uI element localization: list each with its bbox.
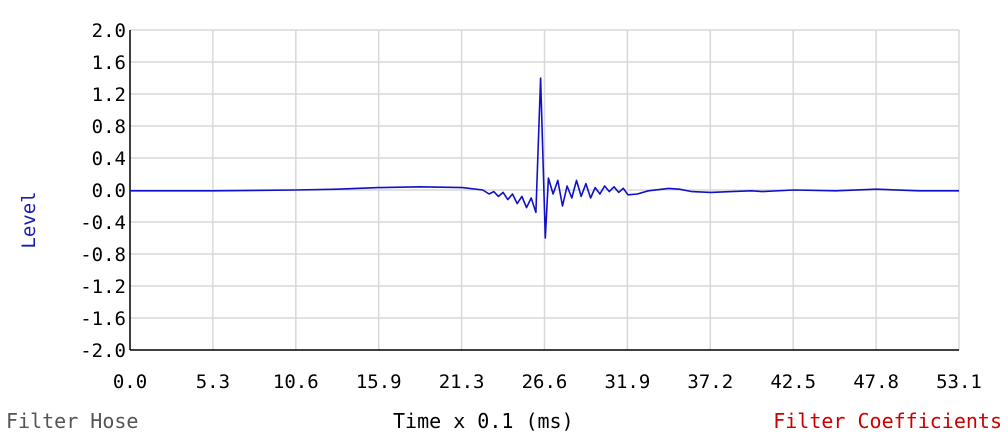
y-tick-labels: 2.0 1.6 1.2 0.8 0.4 0.0 -0.4 -0.8 -1.2 -1.6 -2.0 [80,20,126,362]
x-tick-label: 5.3 [196,371,230,393]
x-axis-label: Time x 0.1 (ms) [393,409,574,433]
x-tick-label: 10.6 [273,371,319,393]
right-caption: Filter Coefficients [773,409,1002,433]
y-tick-label: -2.0 [80,340,126,362]
x-tick-label: 15.9 [356,371,402,393]
series [130,77,959,239]
y-tick-label: 1.2 [92,84,126,106]
y-tick-label: 0.8 [92,116,126,138]
y-tick-label: 1.6 [92,52,126,74]
y-tick-label: -1.6 [80,308,126,330]
y-tick-label: 2.0 [92,20,126,42]
y-tick-label: 0.4 [92,148,126,170]
y-tick-label: -1.2 [80,276,126,298]
y-tick-label: -0.8 [80,244,126,266]
x-tick-label: 0.0 [113,371,147,393]
left-caption: Filter Hose [6,409,139,433]
series-line [130,77,959,239]
x-tick-label: 37.2 [687,371,733,393]
x-tick-label: 26.6 [522,371,568,393]
x-tick-label: 21.3 [439,371,485,393]
y-axis-label: Level [18,191,40,248]
filter-plot: 0.0 5.3 10.6 15.9 21.3 26.6 31.9 37.2 42.5 47.8 53… [18,20,982,393]
x-tick-label: 31.9 [605,371,651,393]
x-tick-labels: 0.0 5.3 10.6 15.9 21.3 26.6 31.9 37.2 42.5 47.8 53… [113,371,982,393]
x-tick-label: 53.1 [936,371,982,393]
x-tick-label: 47.8 [853,371,899,393]
y-tick-label: -0.4 [80,212,126,234]
x-tick-label: 42.5 [770,371,816,393]
y-tick-label: 0.0 [92,180,126,202]
